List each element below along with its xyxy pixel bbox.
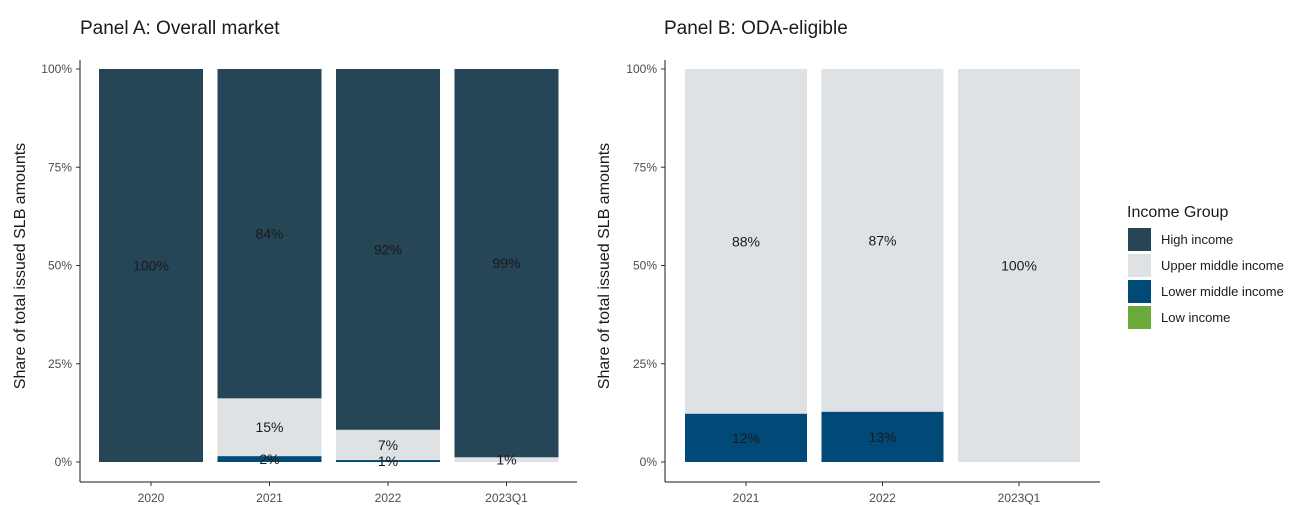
legend-label: Lower middle income <box>1161 284 1284 299</box>
legend-label: High income <box>1161 232 1233 247</box>
panel-b-bar-segment <box>821 411 944 462</box>
panel-a-data-label: 84% <box>255 226 283 242</box>
panel-b-x-tick-label: 2023Q1 <box>998 491 1041 505</box>
panel-b-y-tick-label: 75% <box>633 160 657 174</box>
panel-a-bar-segment <box>336 429 440 461</box>
panel-a-data-label: 1% <box>378 453 398 469</box>
panel-a: Panel A: Overall market Share of total i… <box>12 18 577 505</box>
legend-swatch <box>1128 228 1151 251</box>
panel-b: Panel B: ODA-eligible Share of total iss… <box>596 18 1100 505</box>
panel-a-bar-segment <box>336 69 440 430</box>
panel-b-y-tick-label: 100% <box>626 62 657 76</box>
panel-a-y-tick-label: 100% <box>41 62 72 76</box>
panel-a-data-label: 1% <box>496 452 516 468</box>
panel-a-data-label: 99% <box>492 255 520 271</box>
legend: Income Group High income Upper middle inc… <box>1127 204 1284 329</box>
panel-b-bar-segment <box>685 413 807 462</box>
legend-label: Low income <box>1161 310 1230 325</box>
panel-a-bar-segment <box>99 69 203 462</box>
panel-a-x-tick-label: 2022 <box>375 491 402 505</box>
panel-a-y-tick-label: 0% <box>55 455 73 469</box>
legend-swatch <box>1128 306 1151 329</box>
panel-b-bar-segment <box>958 69 1080 462</box>
panel-a-y-tick-label: 50% <box>48 259 72 273</box>
legend-label: Upper middle income <box>1161 258 1284 273</box>
panel-b-y-tick-label: 0% <box>640 455 658 469</box>
panel-a-bar-segment <box>454 69 559 458</box>
panel-b-x-tick-label: 2022 <box>869 491 896 505</box>
panel-b-x-tick-label: 2021 <box>733 491 760 505</box>
panel-b-data-label: 100% <box>1001 258 1037 274</box>
panel-a-y-tick-label: 25% <box>48 357 72 371</box>
panel-a-x-tick-label: 2021 <box>256 491 283 505</box>
panel-a-bar-segment <box>336 460 440 462</box>
legend-swatch <box>1128 280 1151 303</box>
panel-b-y-tick-label: 50% <box>633 259 657 273</box>
panel-b-y-tick-label: 25% <box>633 357 657 371</box>
panel-a-data-label: 7% <box>378 437 398 453</box>
panel-a-bar-segment <box>217 69 322 399</box>
panel-b-title: Panel B: ODA-eligible <box>664 18 848 39</box>
panel-a-title: Panel A: Overall market <box>80 18 280 39</box>
panel-a-data-label: 15% <box>255 419 283 435</box>
panel-b-data-label: 12% <box>732 430 760 446</box>
panel-a-bar-segment <box>217 456 322 462</box>
panel-b-data-label: 87% <box>868 232 896 248</box>
panel-a-data-label: 100% <box>133 258 169 274</box>
panel-b-bar-segment <box>685 69 807 414</box>
panel-b-y-axis-title: Share of total issued SLB amounts <box>596 143 613 389</box>
legend-swatch <box>1128 254 1151 277</box>
panel-a-y-tick-label: 75% <box>48 160 72 174</box>
panel-a-x-tick-label: 2020 <box>138 491 165 505</box>
legend-title: Income Group <box>1127 204 1228 221</box>
panel-b-data-label: 88% <box>732 233 760 249</box>
panel-a-data-label: 92% <box>374 241 402 257</box>
panel-b-data-label: 13% <box>868 429 896 445</box>
panel-b-bar-segment <box>821 69 944 412</box>
panel-a-bar-segment <box>217 398 322 457</box>
panel-a-y-axis-title: Share of total issued SLB amounts <box>12 143 29 389</box>
panel-a-x-tick-label: 2023Q1 <box>485 491 528 505</box>
panel-a-data-label: 2% <box>259 451 279 467</box>
panel-a-bar-segment <box>454 457 559 462</box>
